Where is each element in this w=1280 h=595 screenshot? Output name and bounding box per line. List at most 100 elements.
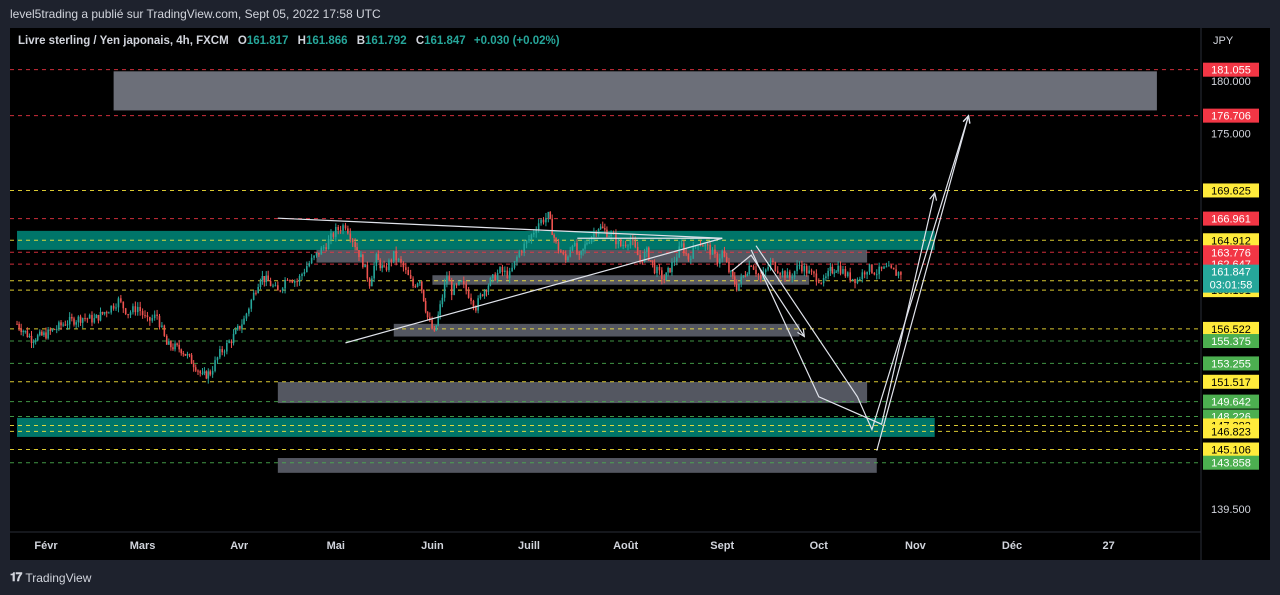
candle-body (595, 232, 598, 235)
candle-body (420, 281, 423, 290)
level-label-9: 156.522 (1211, 324, 1251, 336)
candle-body (833, 272, 836, 274)
candle-body (281, 288, 284, 291)
candle-body (479, 294, 482, 299)
chart-frame[interactable]: 180.000 175.000 139.500 JPY 181.055 176.706 16… (10, 28, 1270, 560)
candle-body (578, 253, 581, 255)
countdown-label: 03:01:58 (1210, 280, 1253, 292)
price-chart[interactable]: 180.000 175.000 139.500 JPY 181.055 176.706 16… (10, 28, 1270, 560)
candle-body (170, 341, 172, 348)
candle-body (533, 232, 535, 235)
candle-body (597, 229, 600, 235)
candle-body (735, 284, 738, 291)
candle-body (358, 250, 360, 258)
candle-body (634, 240, 637, 247)
candle-body (41, 331, 43, 336)
level-label-18: 143.858 (1211, 458, 1251, 470)
candle-body (176, 343, 178, 345)
candle-body (835, 271, 837, 273)
candle-body (582, 248, 584, 251)
candle-body (455, 284, 458, 286)
candle-body (132, 306, 134, 313)
candle-body (748, 265, 751, 275)
candle-body (888, 265, 890, 267)
candle-body (535, 230, 538, 233)
candle-body (377, 254, 380, 260)
candle-body (339, 230, 342, 232)
candle-body (30, 335, 33, 343)
candle-body (481, 294, 484, 296)
candle-body (702, 245, 704, 247)
candle-body (322, 247, 325, 249)
candle-body (608, 235, 610, 237)
candle-body (658, 266, 661, 271)
candle-body (542, 219, 545, 223)
candle-body (861, 272, 864, 279)
candle-body (545, 217, 547, 223)
candle-body (704, 244, 707, 247)
candle-body (296, 281, 298, 283)
candle-body (344, 225, 347, 229)
candle-body (354, 241, 356, 248)
zone-7 (277, 458, 877, 473)
candle-body (110, 305, 113, 313)
candle-body (576, 243, 578, 254)
candle-body (718, 258, 721, 264)
candle-body (327, 239, 330, 250)
candle-body (99, 311, 102, 321)
chart-legend: Livre sterling / Yen japonais, 4h, FXCM … (18, 35, 560, 47)
y-tick-label-0: 180.000 (1211, 76, 1251, 88)
candle-body (318, 252, 320, 255)
candle-body (291, 281, 294, 283)
candle-body (483, 290, 486, 296)
candle-body (665, 272, 667, 281)
candle-body (892, 267, 895, 270)
candle-body (24, 330, 27, 332)
candle-body (525, 240, 528, 244)
candle-body (709, 244, 711, 255)
candle-body (730, 271, 732, 273)
candle-body (129, 312, 132, 316)
candle-body (364, 264, 366, 268)
candle-body (146, 315, 149, 318)
candle-body (520, 251, 523, 253)
candle-body (663, 279, 666, 281)
candle-body (636, 246, 639, 256)
x-tick-label-5: Juill (518, 540, 540, 552)
candle-body (508, 271, 511, 279)
publisher-text: level5trading a publié sur TradingView.c… (10, 7, 381, 21)
candle-body (373, 265, 375, 279)
candle-body (205, 371, 208, 379)
tradingview-brand[interactable]: 𝟏𝟕 TradingView (10, 570, 91, 585)
level-label-bg (1203, 321, 1259, 336)
candle-body (301, 273, 303, 276)
candle-body (149, 317, 151, 321)
candle-body (103, 312, 106, 314)
candle-body (757, 273, 760, 276)
candle-body (219, 349, 221, 358)
candle-body (95, 314, 98, 319)
candle-body (97, 314, 100, 321)
candle-body (161, 325, 163, 328)
candle-body (62, 324, 64, 326)
candle-body (437, 314, 439, 326)
candle-body (277, 285, 279, 291)
candle-body (750, 265, 752, 267)
trendline-0 (277, 217, 723, 239)
candle-body (801, 264, 803, 272)
candle-body (615, 234, 617, 245)
candle-body (779, 273, 781, 275)
candle-body (88, 315, 91, 319)
candle-body (214, 360, 216, 371)
candle-body (180, 349, 183, 354)
candle-body (523, 243, 525, 253)
candle-body (107, 312, 110, 314)
candle-body (791, 277, 794, 279)
symbol-title: Livre sterling / Yen japonais, 4h, FXCM (18, 35, 229, 47)
projection-arrow-3 (876, 115, 970, 451)
candle-body (752, 266, 755, 270)
candle-body (475, 306, 477, 311)
level-label-4: 164.912 (1211, 235, 1251, 247)
candle-body (313, 255, 315, 258)
candle-body (555, 237, 557, 243)
